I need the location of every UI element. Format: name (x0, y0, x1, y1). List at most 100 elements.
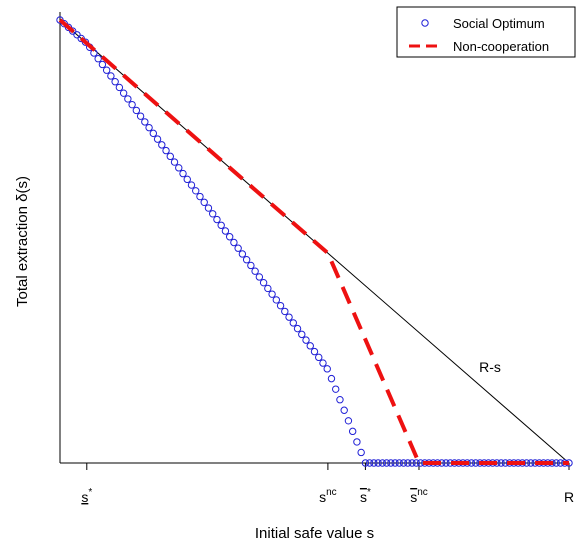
data-point (251, 267, 259, 275)
reference-line-label: R-s (479, 359, 501, 375)
data-point (179, 169, 187, 178)
data-point (399, 459, 408, 467)
legend-box (396, 6, 576, 58)
data-point (230, 238, 238, 247)
data-point (196, 192, 204, 201)
x-tick-label-R: R (564, 489, 574, 505)
data-point (145, 123, 153, 132)
data-point (302, 336, 310, 344)
data-point (391, 459, 399, 467)
legend-label: Non-cooperation (453, 39, 549, 54)
data-point (69, 27, 77, 35)
data-point (378, 459, 387, 467)
data-point (111, 78, 119, 86)
x-tick-label-s-upper-star: s* (360, 487, 371, 505)
data-point (298, 330, 306, 339)
data-point (234, 244, 242, 252)
data-point (136, 112, 145, 120)
data-point (247, 261, 255, 270)
data-point (268, 290, 276, 298)
data-point (319, 359, 327, 367)
data-point (336, 396, 344, 404)
data-point (107, 72, 115, 80)
data-point (81, 38, 90, 46)
data-point (175, 164, 183, 172)
data-point (225, 233, 234, 241)
data-point (357, 448, 365, 457)
data-point (73, 31, 81, 39)
data-point (289, 319, 297, 327)
data-point (209, 210, 217, 218)
data-point (141, 118, 149, 126)
plot-area: R-s (56, 16, 573, 467)
data-point (285, 313, 293, 321)
x-tick-label-s-lower-star: s* (81, 487, 92, 505)
y-axis-title: Total extraction δ(s) (14, 176, 31, 307)
data-point (183, 175, 191, 184)
data-point (119, 89, 128, 97)
data-point (387, 459, 395, 467)
data-point (370, 459, 378, 467)
data-point (64, 23, 73, 32)
data-point (115, 83, 124, 92)
data-point (98, 60, 107, 69)
data-point (255, 273, 264, 281)
legend-swatch (421, 19, 429, 27)
data-point (128, 100, 136, 109)
data-point (187, 181, 196, 189)
data-point (365, 459, 374, 467)
data-point (382, 459, 391, 467)
data-point (94, 55, 102, 63)
data-point (293, 324, 302, 333)
data-point (221, 227, 230, 235)
data-point (353, 438, 361, 446)
x-tick-label-s-nc: snc (319, 487, 337, 505)
legend: Social Optimum Non-cooperation (396, 6, 576, 58)
data-point (102, 66, 111, 74)
data-point (158, 141, 166, 149)
data-point (217, 221, 225, 229)
legend-label: Social Optimum (453, 16, 545, 31)
data-point (272, 296, 281, 304)
data-point (166, 152, 174, 161)
data-point (306, 342, 314, 350)
data-point (200, 198, 208, 206)
data-point (395, 459, 404, 467)
data-point (162, 146, 170, 155)
data-point (153, 135, 162, 143)
data-point (124, 95, 132, 103)
data-point (471, 459, 480, 467)
data-point (332, 385, 340, 393)
data-point (315, 353, 323, 362)
data-point (60, 19, 68, 28)
data-point (344, 417, 353, 425)
x-axis-title: Initial safe value s (255, 525, 374, 542)
series-line (58, 18, 569, 465)
data-point (340, 406, 348, 414)
data-point (192, 187, 200, 195)
data-point (132, 106, 141, 115)
data-point (408, 459, 416, 467)
data-point (552, 459, 560, 467)
x-tick-label-s-upper-nc: snc (410, 487, 428, 505)
series-non-cooperation (58, 18, 569, 465)
data-point (310, 347, 319, 356)
data-point (323, 365, 331, 373)
data-point (361, 459, 370, 467)
data-point (497, 459, 505, 467)
data-point (348, 427, 357, 436)
data-point (442, 459, 450, 467)
data-point (213, 215, 221, 224)
data-point (149, 129, 158, 138)
data-point (404, 459, 412, 467)
data-point (259, 278, 268, 287)
data-point (374, 459, 382, 467)
data-point (281, 307, 289, 316)
data-point (264, 284, 272, 293)
data-point (77, 34, 85, 43)
data-point (276, 301, 285, 310)
data-point (412, 459, 420, 467)
data-point (238, 250, 247, 258)
data-point (56, 16, 64, 24)
